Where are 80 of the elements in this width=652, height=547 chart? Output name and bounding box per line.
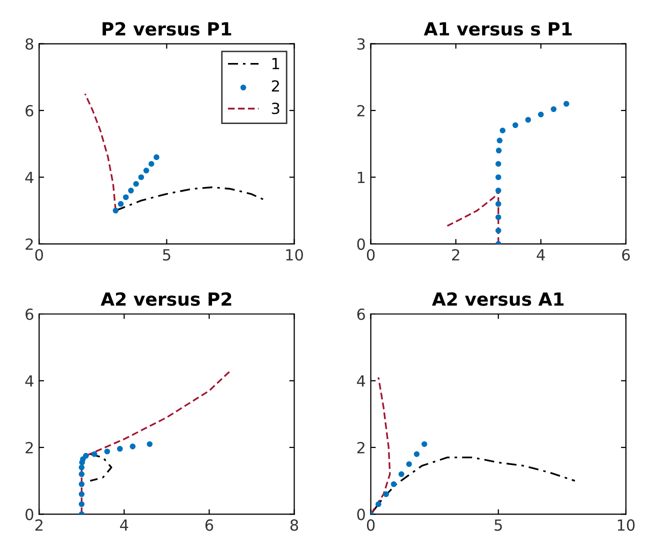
y-tick-label: 0 xyxy=(26,508,34,520)
y-tick-label: 6 xyxy=(357,308,365,320)
point xyxy=(383,491,389,498)
point xyxy=(78,464,85,470)
x-tick-label: 6 xyxy=(622,249,630,261)
point xyxy=(146,441,153,448)
point xyxy=(495,174,502,180)
point xyxy=(496,148,502,154)
x-tick-label: 2 xyxy=(35,519,42,531)
point xyxy=(376,501,382,508)
point xyxy=(78,491,85,498)
x-tick-label: 5 xyxy=(163,249,170,261)
point xyxy=(133,180,139,187)
y-tick-label: 4 xyxy=(25,375,34,387)
point xyxy=(122,194,129,200)
y-tick-label: 6 xyxy=(26,104,34,117)
point xyxy=(406,461,412,468)
point xyxy=(78,501,85,508)
legend-label: 3 xyxy=(272,102,280,114)
chart-title: A2 versus A1 xyxy=(432,292,564,306)
point xyxy=(92,451,98,458)
x-tick-label: 5 xyxy=(494,520,502,531)
x-tick-label: 0 xyxy=(366,249,375,261)
point xyxy=(130,444,136,450)
point xyxy=(128,188,134,194)
point xyxy=(564,100,570,107)
point xyxy=(112,208,119,214)
point xyxy=(398,471,404,478)
point xyxy=(550,106,557,112)
line-series xyxy=(370,376,391,514)
point xyxy=(118,201,124,207)
point xyxy=(78,471,85,478)
point xyxy=(83,452,89,459)
x-tick-label: 10 xyxy=(286,249,303,261)
point xyxy=(538,112,544,118)
legend-label: 2 xyxy=(272,80,279,92)
point xyxy=(500,128,506,134)
x-tick-label: 10 xyxy=(618,519,635,531)
point xyxy=(390,481,397,488)
y-tick-label: 0 xyxy=(357,238,365,250)
chart-title: A2 versus P2 xyxy=(100,292,232,306)
y-tick-label: 2 xyxy=(357,442,364,454)
y-tick-label: 3 xyxy=(357,38,365,50)
y-tick-label: 2 xyxy=(357,104,364,116)
legend-label: 1 xyxy=(272,58,280,70)
y-tick-label: 1 xyxy=(358,172,365,184)
y-tick-label: 6 xyxy=(26,308,34,320)
point xyxy=(496,138,503,144)
point xyxy=(138,174,144,180)
point xyxy=(117,446,123,452)
point xyxy=(495,201,502,207)
x-tick-label: 4 xyxy=(120,520,128,531)
line-series xyxy=(89,453,112,482)
y-tick-label: 2 xyxy=(26,238,33,250)
point xyxy=(495,214,502,220)
x-tick-label: 6 xyxy=(205,519,214,531)
chart-title: P2 versus P1 xyxy=(102,22,232,36)
x-tick-label: 4 xyxy=(536,249,545,260)
point xyxy=(512,122,518,128)
x-tick-label: 2 xyxy=(452,249,460,260)
point xyxy=(414,451,420,458)
point xyxy=(495,188,502,194)
point xyxy=(525,116,532,123)
x-tick-label: 0 xyxy=(366,519,375,531)
point xyxy=(495,160,502,167)
y-tick-label: 4 xyxy=(356,375,366,387)
point xyxy=(78,481,85,488)
point xyxy=(104,448,110,454)
chart-title: A1 versus s P1 xyxy=(424,22,572,36)
point xyxy=(154,154,160,160)
y-tick-label: 8 xyxy=(26,38,34,50)
x-tick-label: 8 xyxy=(290,519,298,531)
y-tick-label: 4 xyxy=(25,172,34,184)
y-tick-label: 0 xyxy=(357,508,365,520)
point xyxy=(143,168,150,174)
point xyxy=(421,441,428,448)
y-tick-label: 2 xyxy=(26,442,33,454)
x-tick-label: 0 xyxy=(35,249,43,261)
point xyxy=(148,160,154,167)
point xyxy=(495,228,502,234)
